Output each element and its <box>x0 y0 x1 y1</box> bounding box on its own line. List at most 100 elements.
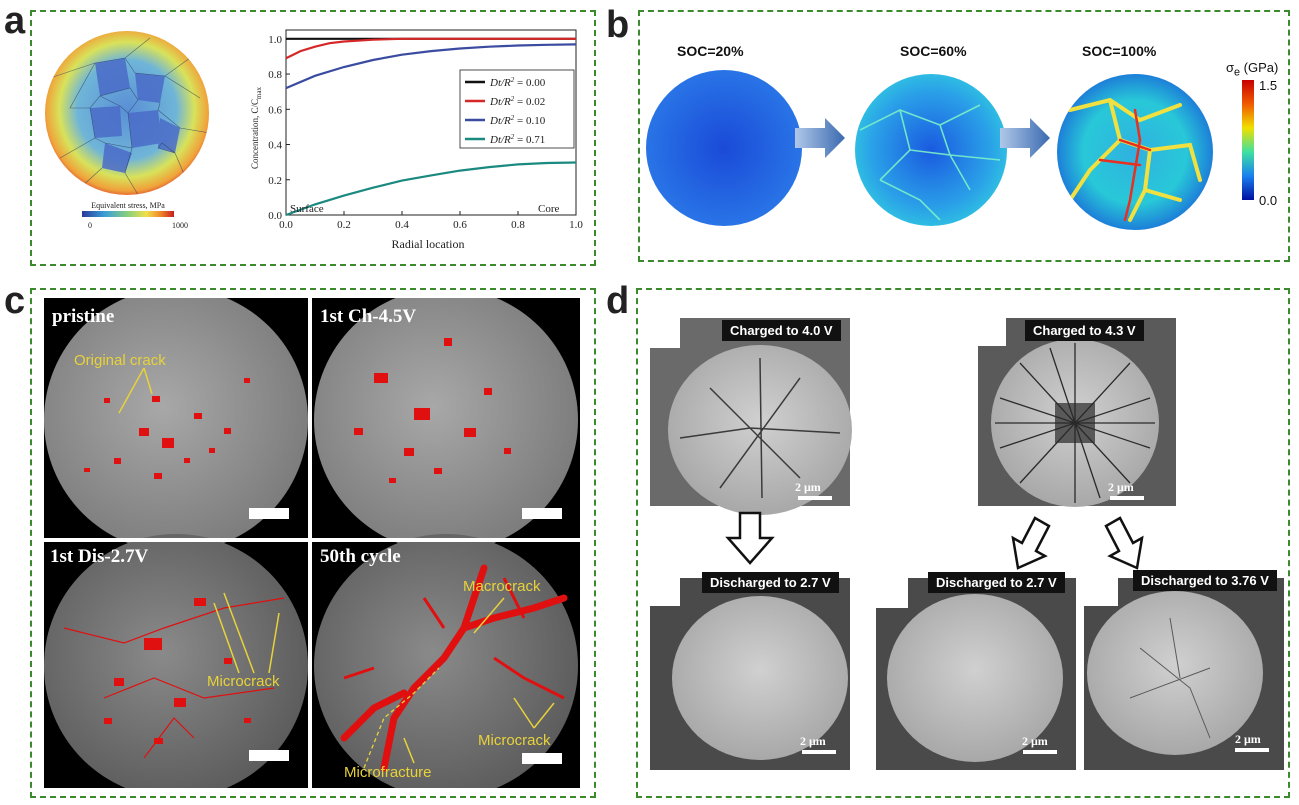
soc-label-60: SOC=60% <box>900 43 967 59</box>
legend-label-tail: = 0.71 <box>514 134 545 146</box>
sem-tag-discharged-27-a: Discharged to 2.7 V <box>702 572 839 593</box>
panel-d-frame <box>636 288 1290 798</box>
scale-bar <box>522 508 562 519</box>
stress-particle-map: Equivalent stress, MPa 0 1000 <box>45 31 209 230</box>
legend-label-tail: = 0.10 <box>514 115 545 127</box>
y-tick-label: 0.2 <box>268 175 282 187</box>
y-tick-label: 1.0 <box>268 34 282 46</box>
sem-scale-label: 2 μm <box>1022 734 1048 748</box>
colorbar-b-unit: (GPa) <box>1240 60 1279 75</box>
xray-tomography-grid <box>44 298 580 788</box>
legend-label-lead: Dt/R <box>489 96 511 108</box>
particle-soc60 <box>855 74 1007 226</box>
y-tick-label: 0.4 <box>268 140 282 152</box>
legend-label-lead: Dt/R <box>489 77 511 89</box>
chart-plot-area <box>285 29 577 216</box>
legend-label-sup: 2 <box>511 76 515 84</box>
stress-colorbar-title: Equivalent stress, MPa <box>91 201 165 210</box>
panel-c-frame <box>30 288 596 798</box>
plot-frame <box>285 29 577 216</box>
scale-bar <box>249 750 289 761</box>
simulation-particles <box>646 70 1254 230</box>
y-axis-label-main: Concentration, C/C <box>250 99 260 169</box>
y-tick-label: 0.8 <box>268 69 282 81</box>
sem-tag-charged-40: Charged to 4.0 V <box>722 320 841 341</box>
legend-label-sup: 2 <box>511 114 515 122</box>
sem-tag-charged-43: Charged to 4.3 V <box>1025 320 1144 341</box>
arrow-down-icon <box>725 511 775 565</box>
scale-bar <box>249 508 289 519</box>
sem-tag-discharged-376: Discharged to 3.76 V <box>1133 570 1277 591</box>
series-line <box>285 161 577 217</box>
legend-label-tail: = 0.00 <box>514 77 545 89</box>
panel-b-frame <box>638 10 1290 262</box>
concentration-chart: 0.0 0.2 0.4 0.6 0.8 1.0 0.0 0.2 0.4 0.6 0.8 1.0 Sur… <box>250 29 583 251</box>
colorbar-b-sub: e <box>1234 66 1241 79</box>
legend-label-tail: = 0.02 <box>514 96 545 108</box>
particle-soc20 <box>646 70 802 226</box>
colorbar-b-min: 0.0 <box>1259 193 1278 208</box>
arrow-right-icon <box>1000 118 1050 158</box>
x-tick-label: 0.8 <box>511 219 525 231</box>
stress-colorbar <box>82 211 174 217</box>
panel-label-b: b <box>606 4 630 46</box>
stress-colorbar-b <box>1242 80 1254 200</box>
panel-a-frame <box>30 10 596 266</box>
colorbar-b-title: σe (GPa) <box>1226 60 1278 79</box>
y-tick-label: 0.6 <box>268 104 282 116</box>
scale-bar <box>522 753 562 764</box>
annotation-microfracture: Microfracture <box>344 764 432 781</box>
y-axis-label-sub: max <box>255 86 263 99</box>
annotation-macrocrack: Macrocrack <box>463 578 541 595</box>
annotation-microcrack-2: Microcrack <box>478 732 551 749</box>
y-axis-label: Concentration, C/Cmax <box>250 86 263 169</box>
sem-scale-label: 2 μm <box>795 480 821 494</box>
legend-label-lead: Dt/R <box>489 115 511 127</box>
panel-label-d: d <box>606 280 630 322</box>
x-tick-label: 0.0 <box>279 219 293 231</box>
x-tick-label: 0.4 <box>395 219 409 231</box>
y-tick-label: 0.0 <box>268 210 282 222</box>
arrow-down-right-icon <box>1104 516 1144 570</box>
annotation-original-crack: Original crack <box>74 352 166 369</box>
xray-label-discharge: 1st Dis-2.7V <box>50 546 149 567</box>
sem-scale-label: 2 μm <box>1108 480 1134 494</box>
chart-series-lines <box>285 37 577 217</box>
series-line <box>285 37 576 60</box>
legend-label: Dt/R2 = 0.00 <box>489 76 546 89</box>
xray-label-50th: 50th cycle <box>320 546 401 567</box>
annotation-surface: Surface <box>290 203 324 215</box>
x-tick-label: 0.6 <box>453 219 467 231</box>
panel-label-c: c <box>4 280 26 322</box>
xray-label-charge: 1st Ch-4.5V <box>320 306 417 327</box>
legend-label-sup: 2 <box>511 133 515 141</box>
x-tick-label: 1.0 <box>569 219 583 231</box>
legend-label: Dt/R2 = 0.10 <box>489 114 546 127</box>
chart-ticks: 0.0 0.2 0.4 0.6 0.8 1.0 0.0 0.2 0.4 0.6 0.8 1.0 <box>268 34 583 231</box>
sem-tag-discharged-27-b: Discharged to 2.7 V <box>928 572 1065 593</box>
legend-label-sup: 2 <box>511 95 515 103</box>
legend-label: Dt/R2 = 0.71 <box>489 133 545 146</box>
series-line <box>285 43 577 90</box>
x-tick-label: 0.2 <box>337 219 351 231</box>
stress-colorbar-max: 1000 <box>172 221 188 230</box>
annotation-microcrack-1: Microcrack <box>207 673 280 690</box>
annotation-core: Core <box>538 203 560 215</box>
sem-scale-label: 2 μm <box>800 734 826 748</box>
sem-scale-label: 2 μm <box>1235 732 1261 746</box>
colorbar-b-max: 1.5 <box>1259 78 1278 93</box>
sem-images <box>650 318 1284 770</box>
stress-colorbar-min: 0 <box>88 221 92 230</box>
soc-label-20: SOC=20% <box>677 43 744 59</box>
particle-soc100 <box>1057 74 1213 230</box>
legend-label: Dt/R2 = 0.02 <box>489 95 545 108</box>
soc-label-100: SOC=100% <box>1082 43 1157 59</box>
panel-label-a: a <box>4 0 26 42</box>
x-axis-label: Radial location <box>392 237 465 251</box>
arrow-down-left-icon <box>1011 516 1051 570</box>
arrow-right-icon <box>795 118 845 158</box>
legend-label-lead: Dt/R <box>489 134 511 146</box>
colorbar-b-symbol: σ <box>1226 60 1235 75</box>
particle-disc <box>45 31 209 195</box>
